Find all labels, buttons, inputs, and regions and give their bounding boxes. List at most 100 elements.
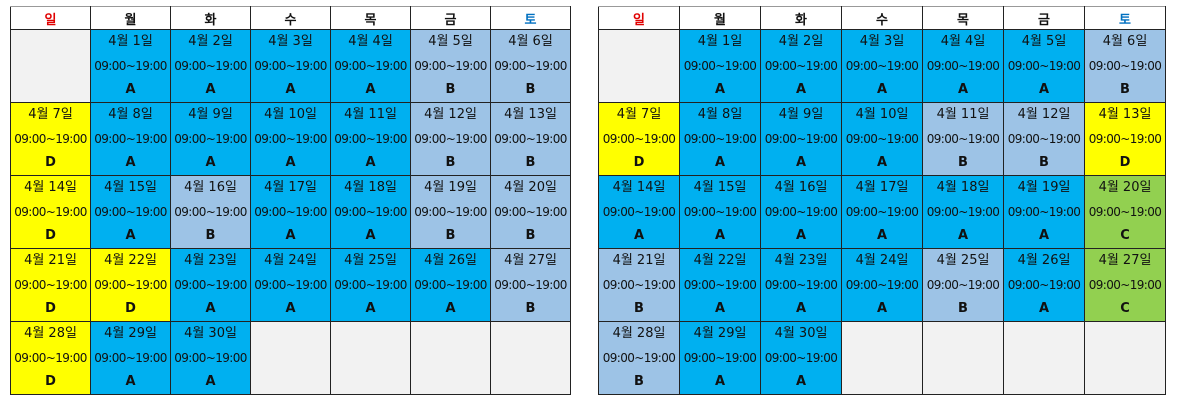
- day-date: 4월 11일: [936, 107, 990, 122]
- shift-code: D: [45, 374, 56, 389]
- day-cell-content: 4월 4일 09:00~19:00 A: [924, 31, 1003, 102]
- day-time: 09:00~19:00: [602, 278, 676, 292]
- day-cell-content: 4월 7일 09:00~19:00 D: [600, 104, 679, 175]
- day-cell-content: 4월 28일 09:00~19:00 B: [600, 323, 679, 394]
- day-cell: 4월 10일 09:00~19:00 A: [250, 102, 331, 176]
- day-cell-content: 4월 24일 09:00~19:00 A: [843, 250, 922, 321]
- shift-code: B: [958, 301, 968, 316]
- day-cell: 4월 8일 09:00~19:00 A: [90, 102, 171, 176]
- week-row: 4월 14일 09:00~19:00 D 4월 15일 09:00~19:00 A 4월 1…: [10, 175, 571, 249]
- shift-code: A: [714, 82, 726, 97]
- day-cell-content: 4월 22일 09:00~19:00 D: [92, 250, 170, 321]
- day-cell-content: 4월 25일 09:00~19:00 B: [924, 250, 1003, 321]
- shift-code: A: [125, 374, 136, 389]
- day-cell: 4월 13일 09:00~19:00 B: [490, 102, 571, 176]
- day-cell-content: 4월 27일 09:00~19:00 C: [1086, 250, 1165, 321]
- shift-code: A: [285, 82, 296, 97]
- day-date: 4월 9일: [778, 107, 824, 122]
- day-time: 09:00~19:00: [254, 59, 327, 73]
- empty-day-cell: [1003, 321, 1085, 395]
- day-cell-content: 4월 6일 09:00~19:00 B: [492, 31, 570, 102]
- day-date: 4월 3일: [859, 34, 905, 49]
- shift-code: A: [125, 155, 136, 170]
- day-date: 4월 7일: [616, 107, 662, 122]
- day-cell-content: 4월 15일 09:00~19:00 A: [92, 177, 170, 248]
- shift-code: A: [957, 82, 969, 97]
- day-cell: 4월 21일 09:00~19:00 B: [598, 248, 680, 322]
- day-time: 09:00~19:00: [764, 278, 838, 292]
- day-date: 4월 11일: [344, 107, 397, 122]
- day-cell-content: 4월 29일 09:00~19:00 A: [681, 323, 760, 394]
- shift-code: A: [285, 301, 296, 316]
- day-time: 09:00~19:00: [602, 351, 676, 365]
- day-cell-content: 4월 30일 09:00~19:00 A: [172, 323, 250, 394]
- day-date: 4월 6일: [1102, 34, 1148, 49]
- day-date: 4월 2일: [188, 34, 233, 49]
- shift-code: A: [714, 301, 726, 316]
- day-time: 09:00~19:00: [1088, 205, 1162, 219]
- day-time: 09:00~19:00: [14, 132, 87, 146]
- day-time: 09:00~19:00: [926, 59, 1000, 73]
- shift-code: A: [714, 155, 726, 170]
- day-cell: 4월 2일 09:00~19:00 A: [170, 29, 251, 103]
- day-cell: 4월 27일 09:00~19:00 C: [1084, 248, 1166, 322]
- day-date: 4월 16일: [184, 180, 237, 195]
- shift-code: B: [445, 82, 456, 97]
- day-date: 4월 25일: [936, 253, 990, 268]
- day-cell-content: 4월 22일 09:00~19:00 A: [681, 250, 760, 321]
- day-cell-content: 4월 16일 09:00~19:00 A: [762, 177, 841, 248]
- day-cell: 4월 17일 09:00~19:00 A: [250, 175, 331, 249]
- day-cell: 4월 1일 09:00~19:00 A: [679, 29, 761, 103]
- day-cell-content: 4월 19일 09:00~19:00 A: [1005, 177, 1084, 248]
- day-time: 09:00~19:00: [414, 278, 487, 292]
- day-date: 4월 1일: [108, 34, 153, 49]
- shift-code: B: [634, 374, 644, 389]
- empty-day-cell: [1084, 321, 1166, 395]
- day-date: 4월 18일: [936, 180, 990, 195]
- day-cell-content: 4월 30일 09:00~19:00 A: [762, 323, 841, 394]
- day-time: 09:00~19:00: [94, 351, 167, 365]
- shift-code: A: [1038, 82, 1050, 97]
- shift-code: B: [525, 228, 536, 243]
- shift-code: A: [365, 228, 376, 243]
- day-cell: 4월 7일 09:00~19:00 D: [598, 102, 680, 176]
- day-date: 4월 17일: [264, 180, 317, 195]
- day-date: 4월 5일: [428, 34, 473, 49]
- day-cell: 4월 10일 09:00~19:00 A: [841, 102, 923, 176]
- day-cell: 4월 29일 09:00~19:00 A: [90, 321, 171, 395]
- day-date: 4월 6일: [508, 34, 553, 49]
- day-date: 4월 27일: [1098, 253, 1152, 268]
- day-cell-content: 4월 8일 09:00~19:00 A: [92, 104, 170, 175]
- day-cell: 4월 11일 09:00~19:00 B: [922, 102, 1004, 176]
- day-cell: 4월 9일 09:00~19:00 A: [170, 102, 251, 176]
- day-time: 09:00~19:00: [174, 205, 247, 219]
- day-cell-content: 4월 21일 09:00~19:00 B: [600, 250, 679, 321]
- shift-code: A: [714, 374, 726, 389]
- shift-code: A: [285, 228, 296, 243]
- day-time: 09:00~19:00: [926, 278, 1000, 292]
- day-time: 09:00~19:00: [494, 132, 567, 146]
- day-date: 4월 10일: [855, 107, 909, 122]
- day-time: 09:00~19:00: [174, 132, 247, 146]
- day-cell: 4월 25일 09:00~19:00 A: [330, 248, 411, 322]
- day-time: 09:00~19:00: [94, 278, 167, 292]
- day-date: 4월 26일: [424, 253, 477, 268]
- shift-code: A: [876, 155, 888, 170]
- day-cell-content: 4월 9일 09:00~19:00 A: [172, 104, 250, 175]
- day-cell: 4월 2일 09:00~19:00 A: [760, 29, 842, 103]
- day-cell-content: 4월 28일 09:00~19:00 D: [12, 323, 90, 394]
- day-date: 4월 23일: [184, 253, 237, 268]
- empty-day-cell: [922, 321, 1004, 395]
- week-row: 4월 1일 09:00~19:00 A 4월 2일 09:00~19:00 A 4월 3일 0…: [10, 29, 571, 103]
- shift-code: A: [795, 155, 807, 170]
- day-cell-content: 4월 1일 09:00~19:00 A: [681, 31, 760, 102]
- day-time: 09:00~19:00: [1007, 278, 1081, 292]
- day-date: 4월 19일: [1017, 180, 1071, 195]
- day-cell-content: 4월 9일 09:00~19:00 A: [762, 104, 841, 175]
- weekday-header: 일: [10, 6, 91, 30]
- shift-code: B: [1120, 82, 1130, 97]
- day-time: 09:00~19:00: [683, 132, 757, 146]
- day-cell-content: 4월 10일 09:00~19:00 A: [252, 104, 330, 175]
